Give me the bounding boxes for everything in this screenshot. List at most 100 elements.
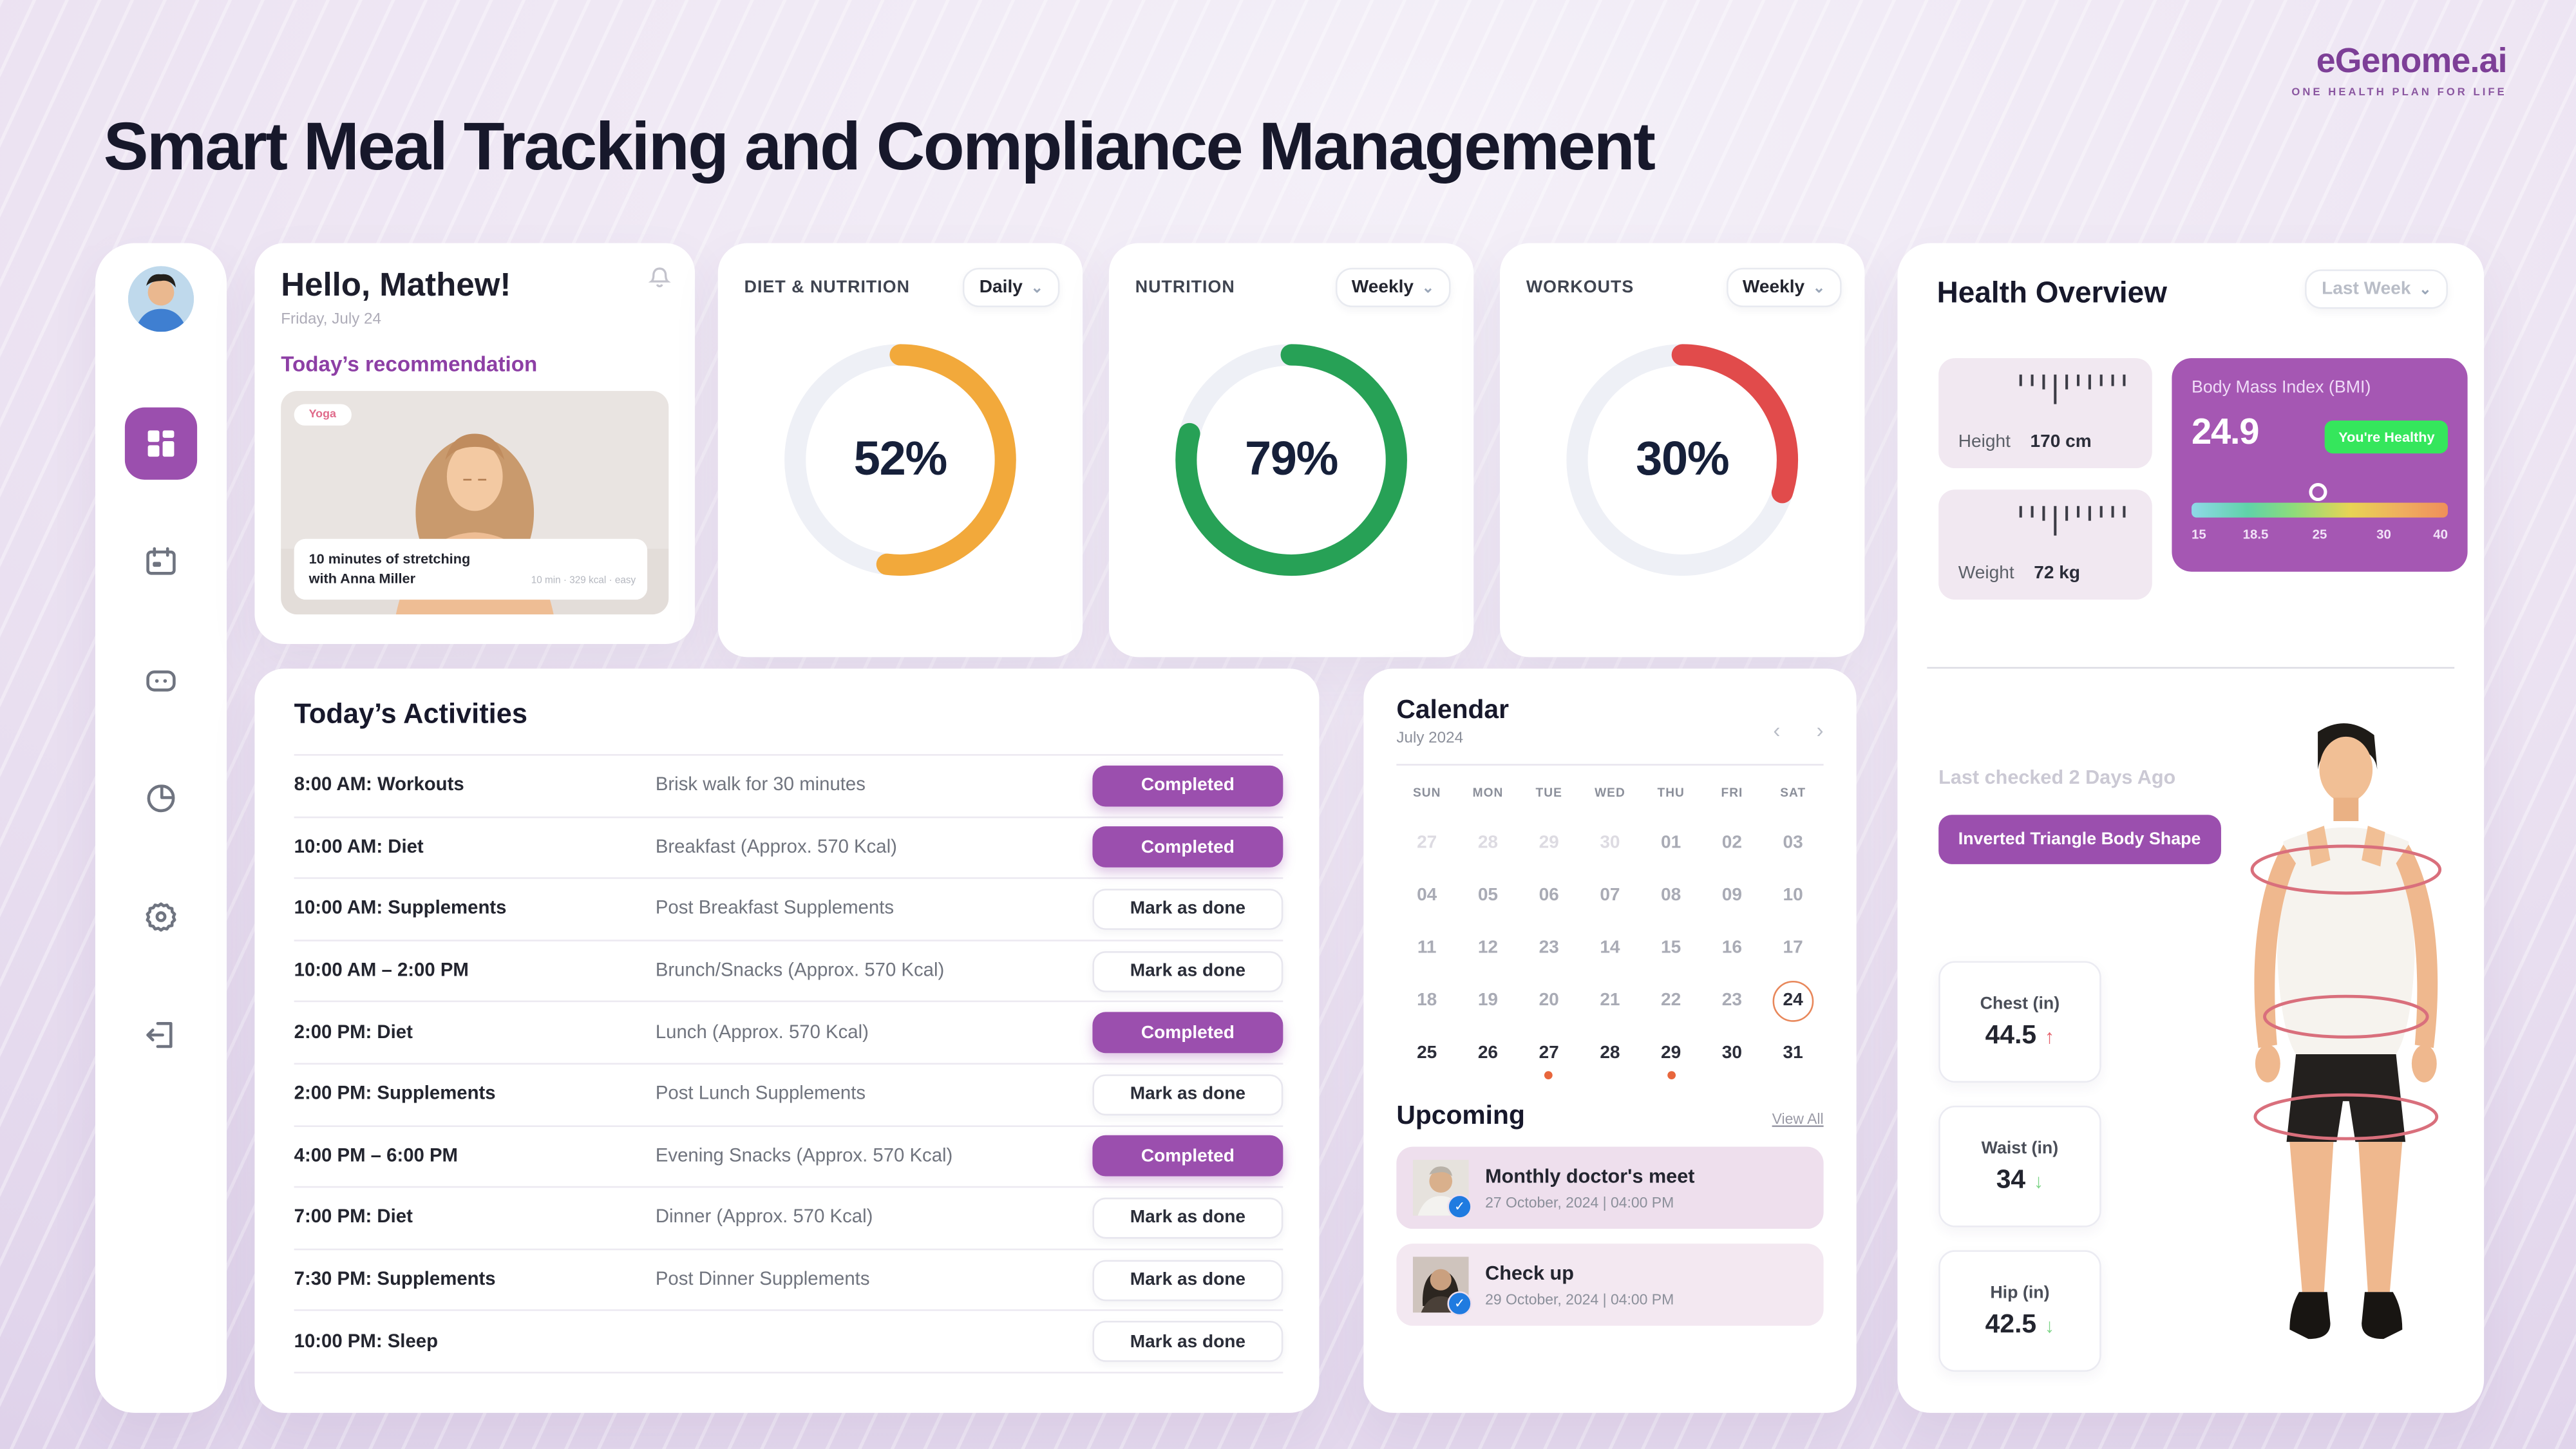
- calendar-day-cell[interactable]: 20: [1539, 990, 1559, 1010]
- dashboard-grid-icon: [147, 430, 175, 457]
- greeting-card: Hello, Mathew! Friday, July 24 Today’s r…: [254, 243, 696, 644]
- calendar-grid: 27 28 29 30 01 02 03 04 05 06 07 08 09 10 11 12 23 14 15 16…: [1396, 817, 1824, 1080]
- calendar-day-cell[interactable]: 17: [1783, 938, 1803, 958]
- event-datetime: 29 October, 2024 | 04:00 PM: [1485, 1291, 1674, 1308]
- health-overview-title: Health Overview: [1937, 276, 2167, 309]
- sidebar-item-calendar[interactable]: [125, 526, 197, 598]
- calendar-day-cell[interactable]: 07: [1600, 885, 1620, 905]
- calendar-day-cell[interactable]: 30: [1721, 1043, 1743, 1063]
- notifications-button[interactable]: [647, 266, 672, 299]
- calendar-day-cell[interactable]: 02: [1721, 833, 1743, 853]
- activity-row: 7:30 PM: Supplements Post Dinner Supplem…: [294, 1248, 1283, 1310]
- calendar-day-cell[interactable]: 16: [1721, 938, 1743, 958]
- calendar-day-cell[interactable]: 01: [1661, 833, 1681, 853]
- chevron-down-icon: ⌄: [1030, 278, 1043, 295]
- video-title-line1: 10 minutes of stretching: [308, 550, 471, 567]
- activity-description: Post Lunch Supplements: [655, 1084, 866, 1104]
- activity-status-button[interactable]: Completed: [1092, 1012, 1283, 1054]
- upcoming-event[interactable]: ✓ Check up 29 October, 2024 | 04:00 PM: [1396, 1244, 1824, 1326]
- gear-icon: [146, 902, 176, 932]
- activity-status-button[interactable]: Mark as done: [1092, 889, 1283, 930]
- brand-tagline: ONE HEALTH PLAN FOR LIFE: [2291, 87, 2507, 99]
- calendar-day-cell[interactable]: 21: [1600, 990, 1620, 1010]
- bmi-tick-label: 25: [2312, 527, 2327, 542]
- activity-time: 10:00 PM: Sleep: [294, 1331, 439, 1352]
- sidebar-item-messages[interactable]: [125, 644, 197, 716]
- avatar[interactable]: [128, 266, 194, 332]
- user-photo: [128, 266, 194, 332]
- activity-row: 10:00 AM: Diet Breakfast (Approx. 570 Kc…: [294, 815, 1283, 878]
- calendar-day-cell[interactable]: 29: [1539, 833, 1559, 853]
- chevron-down-icon: ⌄: [1421, 278, 1435, 295]
- calendar-day-cell[interactable]: 28: [1477, 833, 1499, 853]
- activity-status-button[interactable]: Mark as done: [1092, 950, 1283, 992]
- weight-value: 72 kg: [2034, 563, 2081, 583]
- calendar-day-cell[interactable]: 27: [1519, 1027, 1580, 1080]
- activity-status-button[interactable]: Mark as done: [1092, 1259, 1283, 1301]
- activity-status-button[interactable]: Mark as done: [1092, 1321, 1283, 1363]
- sidebar-item-settings[interactable]: [125, 880, 197, 952]
- calendar-day-cell[interactable]: 18: [1417, 990, 1437, 1010]
- measurement-value: 42.5: [1985, 1310, 2037, 1338]
- gauge-period-dropdown[interactable]: Weekly ⌄: [1726, 267, 1842, 308]
- calendar-day-cell[interactable]: 05: [1477, 885, 1499, 905]
- gauge-percent: 30%: [1636, 433, 1730, 486]
- activity-status-button[interactable]: Completed: [1092, 1135, 1283, 1177]
- gauge-period-dropdown[interactable]: Weekly ⌄: [1335, 267, 1451, 308]
- activity-row: 2:00 PM: Diet Lunch (Approx. 570 Kcal) C…: [294, 1001, 1283, 1063]
- logout-icon: [146, 1021, 173, 1048]
- calendar-day-cell[interactable]: 09: [1721, 885, 1743, 905]
- calendar-day-cell[interactable]: 22: [1661, 990, 1681, 1010]
- calendar-next-button[interactable]: ›: [1816, 717, 1824, 743]
- activity-status-button[interactable]: Mark as done: [1092, 1074, 1283, 1115]
- activity-status-button[interactable]: Mark as done: [1092, 1197, 1283, 1239]
- calendar-day-cell[interactable]: 29: [1640, 1027, 1701, 1080]
- calendar-day-cell[interactable]: 14: [1600, 938, 1620, 958]
- activity-row: 2:00 PM: Supplements Post Lunch Suppleme…: [294, 1063, 1283, 1124]
- activity-status-button[interactable]: Completed: [1092, 827, 1283, 868]
- calendar-day-cell[interactable]: 12: [1477, 938, 1499, 958]
- calendar-day-cell[interactable]: 06: [1539, 885, 1559, 905]
- sidebar-item-reports[interactable]: [125, 762, 197, 835]
- calendar-month: July 2024: [1396, 729, 1464, 748]
- view-all-link[interactable]: View All: [1772, 1110, 1824, 1127]
- calendar-day-cell[interactable]: 15: [1661, 938, 1681, 958]
- calendar-day-cell[interactable]: 03: [1783, 833, 1803, 853]
- measurement-card: Waist (in) 34 ↓: [1938, 1105, 2101, 1227]
- gauge-period-dropdown[interactable]: Daily ⌄: [963, 267, 1060, 308]
- calendar-day-cell[interactable]: 23: [1539, 938, 1559, 958]
- bmi-tick-label: 30: [2376, 527, 2391, 542]
- weight-label: Weight: [1958, 563, 2014, 583]
- gauge-period-value: Weekly: [1742, 278, 1805, 298]
- activity-row: 10:00 AM – 2:00 PM Brunch/Snacks (Approx…: [294, 939, 1283, 1001]
- progress-ring: [1175, 344, 1407, 576]
- calendar-day-cell[interactable]: 08: [1661, 885, 1681, 905]
- calendar-day-cell[interactable]: 25: [1417, 1043, 1437, 1063]
- measurement-label: Hip (in): [1990, 1282, 2050, 1302]
- page-title: Smart Meal Tracking and Compliance Manag…: [103, 108, 1656, 184]
- calendar-day-cell[interactable]: 04: [1417, 885, 1437, 905]
- calendar-day-cell[interactable]: 23: [1721, 990, 1743, 1010]
- calendar-day-cell[interactable]: 11: [1417, 938, 1437, 958]
- activity-description: Dinner (Approx. 570 Kcal): [655, 1208, 873, 1228]
- calendar-day-cell[interactable]: 24: [1763, 974, 1824, 1027]
- calendar-prev-button[interactable]: ‹: [1773, 717, 1781, 743]
- sidebar-item-dashboard[interactable]: [124, 407, 198, 480]
- calendar-day-cell[interactable]: 19: [1477, 990, 1499, 1010]
- height-value: 170 cm: [2030, 431, 2092, 452]
- gauge-label: DIET & NUTRITION: [744, 278, 911, 298]
- upcoming-event[interactable]: ✓ Monthly doctor's meet 27 October, 2024…: [1396, 1146, 1824, 1229]
- recommendation-video[interactable]: Yoga 10 minutes of stretching with Anna …: [281, 391, 669, 615]
- sidebar: [95, 243, 227, 1413]
- sidebar-item-logout[interactable]: [125, 999, 197, 1071]
- event-title: Monthly doctor's meet: [1485, 1164, 1695, 1188]
- activity-status-button[interactable]: Completed: [1092, 765, 1283, 807]
- calendar-day-cell[interactable]: 26: [1477, 1043, 1499, 1063]
- health-period-dropdown[interactable]: Last Week ⌄: [2305, 269, 2448, 309]
- progress-ring: [1566, 344, 1799, 576]
- calendar-day-cell[interactable]: 10: [1783, 885, 1803, 905]
- calendar-day-cell[interactable]: 31: [1783, 1043, 1803, 1063]
- calendar-day-cell[interactable]: 30: [1600, 833, 1620, 853]
- calendar-day-cell[interactable]: 27: [1417, 833, 1437, 853]
- calendar-day-cell[interactable]: 28: [1600, 1043, 1620, 1063]
